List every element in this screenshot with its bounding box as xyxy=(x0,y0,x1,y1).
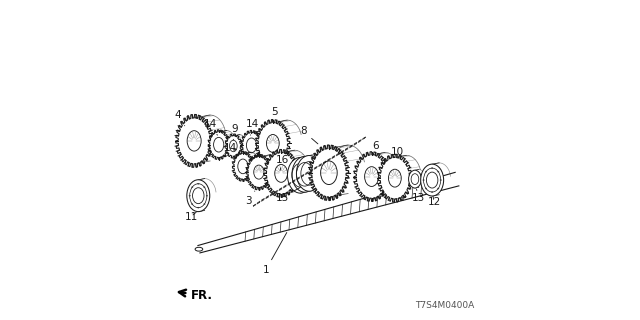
Ellipse shape xyxy=(195,247,203,251)
Text: 5: 5 xyxy=(271,107,278,123)
Polygon shape xyxy=(262,226,269,236)
Polygon shape xyxy=(241,232,248,242)
Text: 9: 9 xyxy=(231,124,238,140)
Polygon shape xyxy=(211,241,217,250)
Polygon shape xyxy=(408,185,416,198)
Polygon shape xyxy=(412,183,420,197)
Text: 15: 15 xyxy=(276,188,300,203)
Text: 1: 1 xyxy=(262,233,287,275)
Polygon shape xyxy=(288,219,295,229)
Ellipse shape xyxy=(356,155,387,198)
Polygon shape xyxy=(369,196,377,208)
Text: 10: 10 xyxy=(390,147,404,157)
Text: 6: 6 xyxy=(372,141,379,154)
Polygon shape xyxy=(323,209,330,220)
Polygon shape xyxy=(387,191,394,204)
Polygon shape xyxy=(275,222,282,233)
Text: 3: 3 xyxy=(245,191,255,206)
Ellipse shape xyxy=(227,136,241,156)
Polygon shape xyxy=(344,203,351,215)
Polygon shape xyxy=(305,214,312,225)
Ellipse shape xyxy=(408,170,421,188)
Polygon shape xyxy=(215,239,221,248)
Polygon shape xyxy=(451,172,459,187)
Polygon shape xyxy=(258,227,265,237)
Polygon shape xyxy=(232,235,239,244)
Polygon shape xyxy=(356,199,364,212)
Polygon shape xyxy=(391,189,399,203)
Polygon shape xyxy=(339,204,347,216)
Polygon shape xyxy=(250,230,256,239)
Polygon shape xyxy=(382,192,390,205)
Text: 14: 14 xyxy=(223,143,237,153)
Ellipse shape xyxy=(287,157,313,193)
Polygon shape xyxy=(266,225,273,235)
Polygon shape xyxy=(365,197,372,209)
Text: 8: 8 xyxy=(300,126,318,144)
Ellipse shape xyxy=(296,156,322,191)
Polygon shape xyxy=(314,212,321,223)
Ellipse shape xyxy=(258,123,287,164)
Polygon shape xyxy=(245,231,252,241)
Ellipse shape xyxy=(243,132,260,158)
Text: 12: 12 xyxy=(428,197,441,207)
Polygon shape xyxy=(447,173,454,188)
Polygon shape xyxy=(417,182,424,196)
Text: 11: 11 xyxy=(184,212,198,222)
Polygon shape xyxy=(301,215,308,226)
Ellipse shape xyxy=(312,148,346,197)
Polygon shape xyxy=(228,236,234,245)
Polygon shape xyxy=(442,175,450,189)
Polygon shape xyxy=(326,208,333,220)
Polygon shape xyxy=(284,220,291,231)
Text: T7S4M0400A: T7S4M0400A xyxy=(415,301,474,310)
Text: 14: 14 xyxy=(246,119,259,135)
Polygon shape xyxy=(399,187,407,200)
Polygon shape xyxy=(425,180,433,194)
Polygon shape xyxy=(331,206,338,218)
Polygon shape xyxy=(292,218,299,228)
Ellipse shape xyxy=(266,153,296,194)
Text: FR.: FR. xyxy=(179,289,213,302)
Polygon shape xyxy=(352,200,360,213)
Text: 4: 4 xyxy=(175,110,185,126)
Polygon shape xyxy=(318,210,325,222)
Text: 14: 14 xyxy=(204,119,218,135)
Text: 13: 13 xyxy=(412,189,426,203)
Polygon shape xyxy=(202,243,209,252)
Polygon shape xyxy=(438,176,446,190)
Polygon shape xyxy=(378,193,385,206)
Ellipse shape xyxy=(248,157,269,188)
Ellipse shape xyxy=(187,180,210,212)
Polygon shape xyxy=(348,202,355,214)
Polygon shape xyxy=(280,221,286,232)
Polygon shape xyxy=(296,216,303,227)
Polygon shape xyxy=(404,186,412,199)
Polygon shape xyxy=(361,198,368,211)
Polygon shape xyxy=(374,194,381,207)
Polygon shape xyxy=(335,205,342,217)
Ellipse shape xyxy=(292,156,317,192)
Ellipse shape xyxy=(210,132,228,157)
Ellipse shape xyxy=(178,118,210,164)
Text: 16: 16 xyxy=(276,155,289,170)
Polygon shape xyxy=(271,224,278,234)
Polygon shape xyxy=(253,228,260,238)
Polygon shape xyxy=(198,244,204,253)
Ellipse shape xyxy=(420,164,444,196)
Polygon shape xyxy=(429,179,437,193)
Polygon shape xyxy=(237,233,243,243)
Polygon shape xyxy=(220,238,226,247)
Polygon shape xyxy=(309,212,316,224)
Polygon shape xyxy=(223,237,230,246)
Ellipse shape xyxy=(380,157,410,199)
Polygon shape xyxy=(395,188,403,202)
Polygon shape xyxy=(421,181,429,195)
Ellipse shape xyxy=(234,154,252,179)
Polygon shape xyxy=(207,242,213,251)
Polygon shape xyxy=(434,177,442,191)
